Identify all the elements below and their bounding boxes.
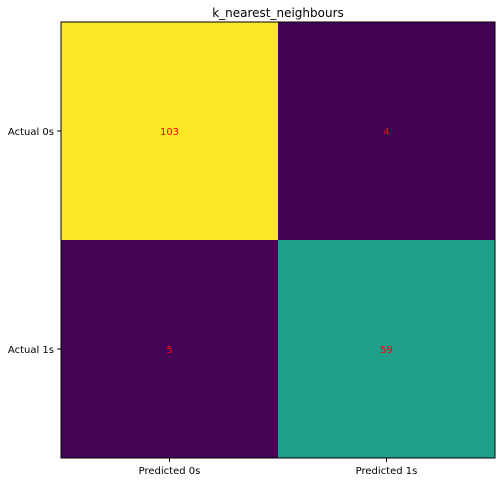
heatmap-cell-r0-c1 [278, 22, 496, 241]
heatmap-cell-r0-c0 [61, 22, 279, 241]
y-axis: Actual 0s Actual 1s [8, 127, 61, 356]
cell-value-r0-c0: 103 [160, 127, 179, 138]
cell-value-r1-c0: 5 [166, 345, 172, 356]
heatmap-cell-r1-c1 [278, 240, 496, 459]
x-tick-label-0: Predicted 0s [139, 466, 201, 477]
cell-value-r0-c1: 4 [383, 127, 389, 138]
heatmap-cell-r1-c0 [61, 240, 279, 459]
chart-title: k_nearest_neighbours [212, 6, 344, 20]
y-tick-label-0: Actual 0s [8, 127, 54, 138]
cell-annotations: 103 4 5 59 [160, 127, 393, 356]
plot-frame [60, 21, 496, 459]
x-tick-label-1: Predicted 1s [356, 466, 418, 477]
cell-value-r1-c1: 59 [380, 345, 393, 356]
x-axis: Predicted 0s Predicted 1s [139, 458, 418, 477]
y-tick-label-1: Actual 1s [8, 345, 54, 356]
heatmap-cells [61, 22, 496, 459]
